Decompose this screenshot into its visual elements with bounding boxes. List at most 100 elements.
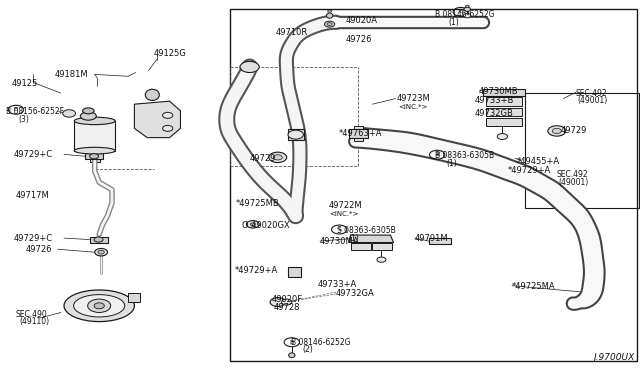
Bar [288, 129, 304, 140]
Text: *49763+A: *49763+A [339, 129, 383, 138]
Circle shape [98, 250, 104, 254]
Text: (49001): (49001) [577, 96, 607, 105]
Text: 49730MB: 49730MB [479, 87, 518, 96]
Ellipse shape [289, 353, 295, 358]
Text: SEC.492: SEC.492 [576, 89, 607, 97]
Circle shape [282, 299, 292, 305]
Text: (3): (3) [18, 115, 29, 124]
Polygon shape [351, 243, 371, 250]
Circle shape [94, 303, 104, 309]
Text: (49001): (49001) [558, 178, 588, 187]
Text: B: B [290, 340, 294, 345]
Text: 49729+C: 49729+C [14, 234, 53, 243]
Text: 49729: 49729 [561, 126, 587, 135]
Circle shape [88, 299, 111, 312]
Text: 49125G: 49125G [154, 49, 186, 58]
Circle shape [497, 134, 508, 140]
Text: B 08146-6252G: B 08146-6252G [291, 338, 351, 347]
Ellipse shape [74, 147, 115, 154]
Bar [349, 129, 368, 138]
Text: <INC.*>: <INC.*> [398, 104, 428, 110]
Text: 49732GB: 49732GB [475, 109, 514, 118]
Ellipse shape [326, 13, 333, 18]
Text: 49730MA: 49730MA [320, 237, 360, 246]
Text: 49717M: 49717M [16, 191, 50, 200]
Text: 49723M: 49723M [397, 94, 431, 103]
Text: 49733+B: 49733+B [475, 96, 515, 105]
Text: 49728: 49728 [274, 303, 300, 312]
Text: 49733+A: 49733+A [318, 280, 357, 289]
Polygon shape [429, 238, 451, 244]
Circle shape [94, 237, 103, 242]
Polygon shape [486, 118, 522, 126]
Ellipse shape [328, 10, 332, 12]
Ellipse shape [74, 117, 115, 125]
Text: *49455+A: *49455+A [517, 157, 560, 166]
Circle shape [269, 152, 287, 163]
Text: *49729+A: *49729+A [234, 266, 278, 275]
Bar [90, 237, 108, 243]
Text: S: S [337, 227, 341, 232]
Circle shape [163, 112, 173, 118]
Text: B: B [435, 152, 439, 157]
Polygon shape [372, 243, 392, 250]
Text: B 08156-6252F: B 08156-6252F [6, 107, 65, 116]
Text: S 08363-6305B: S 08363-6305B [337, 226, 396, 235]
Circle shape [552, 128, 561, 134]
Ellipse shape [81, 112, 96, 120]
Text: 49181M: 49181M [54, 70, 88, 79]
Polygon shape [486, 108, 522, 116]
Circle shape [273, 155, 282, 160]
Text: SEC.492: SEC.492 [557, 170, 588, 179]
Ellipse shape [74, 295, 125, 317]
Text: *49725MA: *49725MA [512, 282, 556, 291]
Circle shape [95, 248, 108, 256]
Circle shape [90, 154, 99, 159]
Text: J.9700UX: J.9700UX [594, 353, 635, 362]
Text: B 08146-6252G: B 08146-6252G [435, 10, 495, 19]
Bar [230, 9, 637, 361]
Circle shape [63, 110, 76, 117]
Text: *49725MB: *49725MB [236, 199, 279, 208]
Circle shape [324, 21, 335, 27]
Text: 49726: 49726 [26, 245, 52, 254]
Ellipse shape [465, 5, 469, 7]
Circle shape [288, 130, 303, 139]
Circle shape [240, 61, 259, 73]
Polygon shape [74, 121, 115, 151]
Ellipse shape [83, 108, 94, 114]
Text: (1): (1) [448, 18, 459, 27]
Polygon shape [483, 89, 525, 96]
Text: 49710R: 49710R [275, 28, 307, 37]
Circle shape [246, 221, 259, 228]
Polygon shape [349, 235, 394, 243]
Text: 49732GA: 49732GA [336, 289, 375, 298]
Bar [525, 93, 639, 208]
Text: 49729: 49729 [250, 154, 276, 163]
Text: (49110): (49110) [19, 317, 49, 326]
Text: 49020F: 49020F [271, 295, 303, 304]
Text: B: B [14, 107, 18, 112]
Circle shape [548, 126, 566, 136]
Circle shape [377, 257, 386, 262]
Text: 49020A: 49020A [346, 16, 378, 25]
Ellipse shape [464, 7, 470, 12]
Text: B: B [459, 9, 463, 15]
Ellipse shape [145, 89, 159, 100]
Text: <INC.*>: <INC.*> [330, 211, 359, 217]
Text: 49726: 49726 [346, 35, 372, 44]
Circle shape [463, 13, 471, 18]
Circle shape [270, 298, 285, 307]
Text: SEC.490: SEC.490 [16, 310, 48, 319]
Text: O 49020GX: O 49020GX [242, 221, 290, 230]
Text: (2): (2) [302, 345, 313, 354]
Polygon shape [134, 101, 180, 138]
Text: 49729+C: 49729+C [14, 150, 53, 159]
Circle shape [327, 23, 332, 26]
Text: B 08363-6305B: B 08363-6305B [435, 151, 494, 160]
Text: 49791M: 49791M [415, 234, 449, 243]
Bar [90, 157, 100, 162]
Bar [85, 153, 103, 159]
Bar [288, 267, 301, 277]
Bar [354, 126, 363, 141]
